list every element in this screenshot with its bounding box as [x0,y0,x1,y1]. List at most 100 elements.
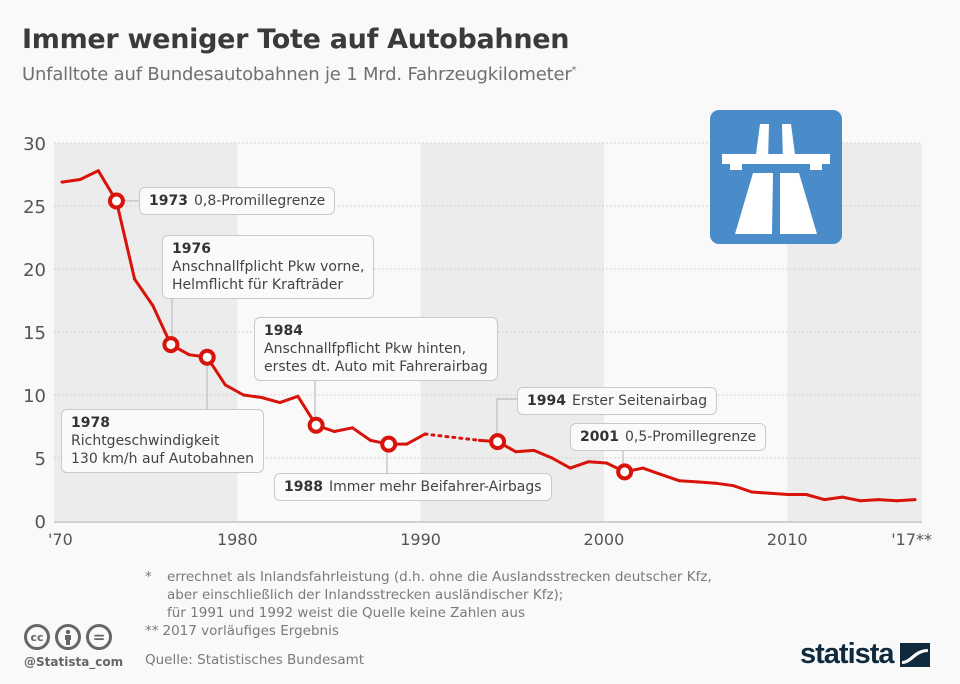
annotation-text: Erster Seitenairbag [571,393,708,409]
annotation-text: 130 km/h auf Autobahnen [71,451,254,467]
data-point [750,490,754,494]
footnote-1: * errechnet als Inlandsfahrleistung (d.h… [145,568,712,622]
annotation-1984: 1984 Anschnallfpflicht Pkw hinten, erstes … [254,317,498,381]
data-point [532,448,536,452]
x-tick-label: '17** [891,530,932,549]
annotation-year: 1988 [284,479,323,495]
data-point [369,438,373,442]
data-point [151,304,155,308]
data-point [586,460,590,464]
footnote-line: errechnet als Inlandsfahrleistung (d.h. … [167,569,712,585]
data-point [641,466,645,470]
data-point [60,180,64,184]
annotation-text: 0,8-Promillegrenze [193,193,326,209]
data-point [840,495,844,499]
milestone-marker [380,435,398,453]
annotation-year: 1976 [172,241,211,257]
no-derivatives-icon: = [86,624,112,650]
annotation-year: 1984 [264,323,303,339]
y-tick-label: 30 [23,134,46,155]
data-point [405,442,409,446]
data-point [477,438,481,442]
data-point [296,394,300,398]
x-tick-label: '70 [48,530,73,549]
annotation-1978: 1978 Richtgeschwindigkeit 130 km/h auf Aut… [61,409,264,473]
annotation-text: Anschnallfpflicht Pkw hinten, [264,341,467,357]
annotation-text: erstes dt. Auto mit Fahrerairbag [264,359,488,375]
annotation-text: Immer mehr Beifahrer-Airbags [328,479,542,495]
data-point [822,498,826,502]
data-point [677,479,681,483]
data-point [550,456,554,460]
data-point [568,466,572,470]
milestone-marker [198,348,216,366]
data-point [96,169,100,173]
data-point [895,499,899,503]
annotation-year: 1973 [149,193,188,209]
y-tick-label: 5 [35,449,46,470]
annotation-2001: 2001 0,5-Promillegrenze [570,423,767,451]
x-tick-label: 1980 [217,530,258,549]
twitter-handle[interactable]: @Statista_com [24,655,124,669]
data-point [242,393,245,397]
y-tick-label: 15 [23,323,46,344]
y-tick-label: 0 [35,512,46,533]
data-point [514,450,518,454]
annotation-year: 1978 [71,415,110,431]
footnote-line: aber einschließlich der Inlandsstrecken … [167,587,564,603]
series-gap-dotted [423,432,481,442]
data-point [350,426,354,430]
creative-commons-icon: cc [24,624,50,650]
data-point [605,461,608,465]
data-point [187,353,191,357]
subtitle-text: Unfalltote auf Bundesautobahnen je 1 Mrd… [22,64,572,85]
y-tick-label: 10 [23,386,46,407]
statista-logo-icon [899,642,930,667]
data-point [713,481,717,485]
data-point [859,499,863,503]
data-point [732,484,736,488]
data-point [804,493,808,497]
data-point [659,472,663,476]
data-point [332,430,336,434]
milestone-marker [489,433,507,451]
x-tick-label: 2010 [767,530,808,549]
footnote-2: ** 2017 vorläufiges Ergebnis [145,622,712,640]
footnote-mark: ** [145,623,159,639]
chart-subtitle: Unfalltote auf Bundesautobahnen je 1 Mrd… [22,64,577,85]
data-point [913,498,917,502]
source-text: Quelle: Statistisches Bundesamt [145,652,365,668]
data-point [768,491,772,495]
footnote-line: für 1991 und 1992 weist die Quelle keine… [167,605,526,621]
annotation-text: Helmflicht für Krafträder [172,277,344,293]
milestone-marker [162,336,180,354]
annotation-connector [496,398,517,442]
x-tick-label: 1990 [400,530,441,549]
footnote-mark: * [145,569,152,585]
milestone-marker [616,463,634,481]
annotation-1973: 1973 0,8-Promillegrenze [139,187,336,215]
logo-wordmark: statista [800,638,895,670]
annotation-1988: 1988 Immer mehr Beifahrer-Airbags [274,473,552,501]
attribution-icon [55,624,81,650]
data-point [695,480,699,484]
annotation-year: 1994 [527,393,566,409]
annotation-text: Anschnallfplicht Pkw vorne, [172,259,365,275]
data-point [223,383,227,387]
y-tick-label: 25 [23,197,46,218]
y-tick-label: 20 [23,260,46,281]
data-point [78,178,82,182]
license-icons[interactable]: cc = [24,624,112,650]
statista-logo[interactable]: statista [800,638,930,671]
chart-title: Immer weniger Tote auf Autobahnen [22,24,570,55]
annotation-text: 0,5-Promillegrenze [624,429,757,445]
milestone-marker [307,416,325,434]
milestone-marker [107,192,125,210]
data-point [260,396,264,400]
data-point [133,277,137,281]
annotation-1994: 1994 Erster Seitenairbag [517,387,718,415]
footnotes: * errechnet als Inlandsfahrleistung (d.h… [145,568,712,640]
data-point [278,401,282,405]
autobahn-sign-icon [710,110,842,244]
data-point [786,493,790,497]
